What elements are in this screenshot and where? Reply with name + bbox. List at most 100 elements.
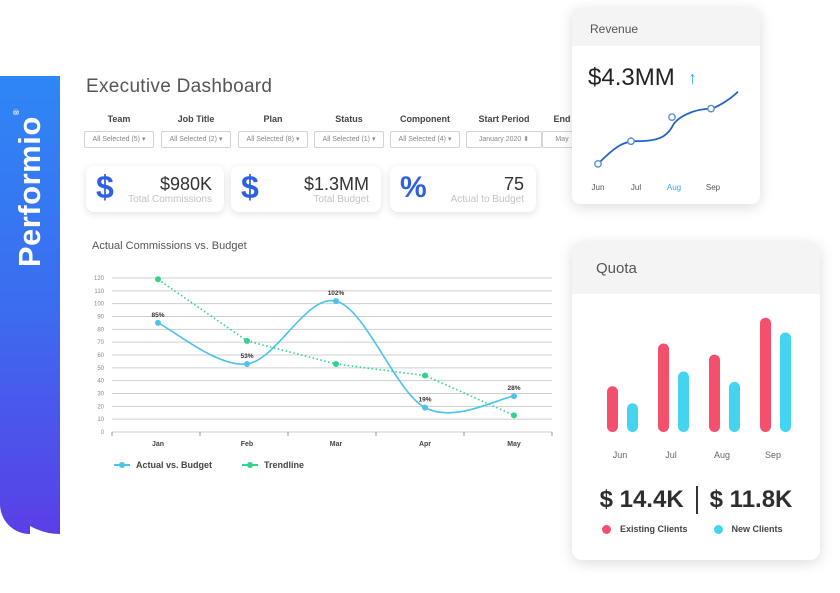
x-tick-label: May	[507, 441, 521, 448]
job-title-select[interactable]: All Selected (2) ▾	[161, 131, 231, 148]
kpi-total-budget[interactable]: $ $1.3MM Total Budget	[231, 166, 381, 212]
y-tick-label: 0	[101, 430, 105, 436]
filter-team: Team All Selected (5) ▾	[84, 114, 154, 148]
kpi-total-commissions[interactable]: $ $980K Total Commissions	[86, 166, 224, 212]
legend-dot	[713, 524, 723, 534]
trendline-point	[511, 412, 517, 419]
filter-label: Team	[107, 114, 131, 124]
component-select[interactable]: All Selected (4) ▾	[390, 131, 460, 148]
revenue-card[interactable]: Revenue $4.3MM ↑ Jun Jul Aug Sep	[572, 8, 760, 204]
end-period-select[interactable]: May	[542, 131, 574, 148]
y-tick-label: 60	[97, 353, 104, 359]
dollar-icon: $	[241, 169, 259, 205]
legend-item-new-clients[interactable]: New Clients	[713, 524, 783, 534]
quota-totals: $ 14.4K $ 11.8K	[572, 486, 820, 514]
brand-sidebar-background	[0, 76, 60, 534]
status-select[interactable]: All Selected (1) ▾	[314, 131, 384, 148]
x-tick-label: Jun	[613, 450, 628, 460]
filter-label: Status	[335, 114, 363, 124]
trendline-point	[333, 360, 339, 367]
legend-item-existing-clients[interactable]: Existing Clients	[602, 524, 688, 534]
kpi-label: Total Budget	[313, 194, 369, 205]
kpi-actual-to-budget[interactable]: % 75 Actual to Budget	[390, 166, 536, 212]
existing-clients-total: $ 14.4K	[599, 486, 684, 513]
commissions-chart: 0 10 20 30 40 50 60 70 80 90 100 110 120 Jan Feb Mar Apr…	[94, 276, 553, 448]
x-tick-label: Mar	[330, 441, 343, 448]
filter-plan: Plan All Selected (8) ▾	[238, 114, 308, 148]
quota-bar	[658, 343, 669, 432]
filter-start-period: Start Period January 2020 ⬍	[466, 114, 542, 148]
actual-point	[511, 393, 517, 400]
trendline-point	[422, 372, 428, 379]
revenue-point	[594, 159, 602, 168]
x-tick-label: Jun	[592, 183, 605, 192]
filter-job-title: Job Title All Selected (2) ▾	[161, 114, 231, 148]
x-tick-label: Jul	[631, 183, 641, 192]
filter-label: Job Title	[177, 114, 215, 124]
revenue-value: $4.3MM	[588, 64, 675, 91]
start-period-select[interactable]: January 2020 ⬍	[466, 131, 542, 148]
y-tick-label: 110	[94, 289, 104, 295]
filter-label: End	[553, 114, 571, 124]
y-tick-label: 100	[94, 302, 105, 308]
quota-card[interactable]: Quota Jun Jul Aug Sep $ 14.4K $ 11.8K Exist…	[572, 242, 820, 560]
x-tick-label: Sep	[706, 183, 721, 192]
x-tick-label: Jul	[665, 450, 677, 460]
y-tick-label: 80	[97, 327, 104, 333]
data-label: 53%	[240, 353, 253, 360]
plan-select[interactable]: All Selected (8) ▾	[238, 131, 308, 148]
actual-point	[333, 298, 339, 305]
y-tick-label: 30	[97, 392, 104, 398]
quota-bar	[780, 332, 791, 432]
legend-item-trendline[interactable]: Trendline	[242, 460, 304, 470]
filter-end-period: End May	[542, 114, 574, 148]
y-tick-label: 70	[97, 340, 104, 346]
quota-title: Quota	[572, 242, 820, 294]
kpi-value: $1.3MM	[303, 174, 369, 194]
legend-label: New Clients	[731, 524, 783, 534]
quota-bar	[760, 317, 771, 432]
percent-icon: %	[400, 171, 427, 204]
kpi-label: Actual to Budget	[450, 194, 524, 205]
y-tick-label: 120	[94, 276, 105, 282]
revenue-point	[707, 104, 715, 113]
filter-label: Plan	[263, 114, 283, 124]
data-label: 102%	[328, 290, 345, 297]
kpi-label: Total Commissions	[128, 194, 212, 205]
x-tick-label: Aug	[714, 450, 730, 460]
legend-label: Trendline	[264, 460, 305, 470]
x-tick-label: Feb	[241, 441, 253, 448]
quota-legend: Existing Clients New Clients	[602, 524, 809, 534]
filter-component: Component All Selected (4) ▾	[390, 114, 460, 148]
trendline-point	[155, 276, 161, 283]
y-tick-label: 20	[97, 404, 104, 410]
page-title: Executive Dashboard	[86, 76, 273, 97]
quota-chart: Jun Jul Aug Sep	[607, 317, 791, 460]
arrow-up-icon: ↑	[688, 68, 697, 88]
team-select[interactable]: All Selected (5) ▾	[84, 131, 154, 148]
actual-vs-budget-series	[157, 299, 515, 414]
data-label: 28%	[507, 385, 520, 392]
actual-point	[244, 360, 250, 367]
chart-title: Actual Commissions vs. Budget	[92, 240, 247, 252]
filter-label: Component	[400, 114, 450, 124]
y-tick-label: 50	[97, 366, 104, 372]
quota-bar	[627, 403, 638, 432]
data-label: 19%	[418, 397, 431, 404]
legend-marker	[242, 462, 258, 468]
legend-marker	[114, 462, 130, 468]
quota-bar	[729, 381, 740, 432]
legend-item-actual[interactable]: Actual vs. Budget	[114, 460, 212, 470]
brand-name: Performio	[12, 116, 47, 268]
brand-logo[interactable]: Performio®	[12, 109, 48, 267]
legend-dot	[602, 524, 611, 534]
y-tick-label: 40	[97, 379, 104, 385]
x-tick-label: Jan	[152, 441, 164, 448]
actual-point	[155, 319, 161, 326]
x-tick-label: Aug	[667, 183, 681, 192]
kpi-value: $980K	[159, 174, 212, 194]
revenue-title: Revenue	[572, 8, 760, 46]
revenue-line	[597, 91, 739, 165]
quota-bar	[678, 371, 689, 432]
new-clients-total: $ 11.8K	[709, 486, 793, 513]
